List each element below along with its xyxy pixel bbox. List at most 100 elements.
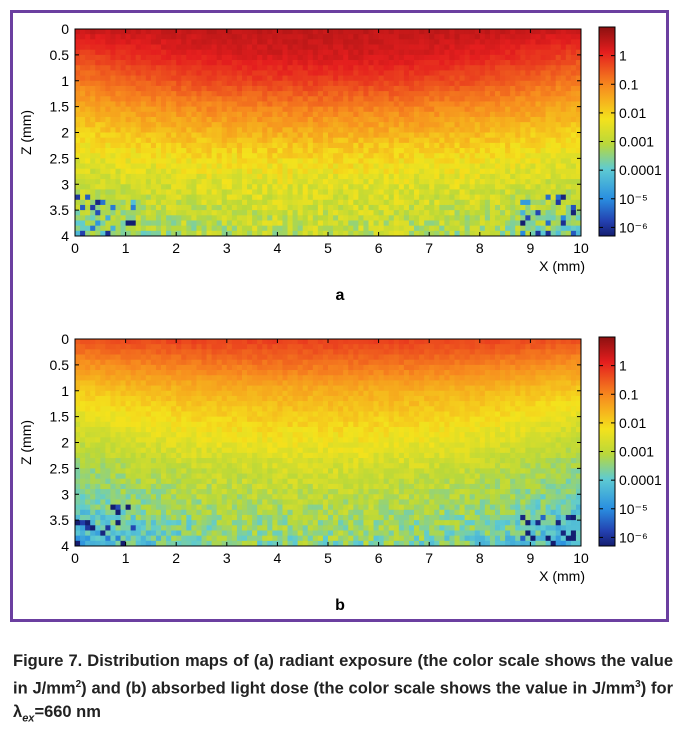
heatmap-cell xyxy=(328,91,334,97)
heatmap-cell xyxy=(328,39,334,45)
heatmap-cell xyxy=(469,230,476,237)
heatmap-cell xyxy=(201,194,207,201)
heatmap-cell xyxy=(166,34,172,40)
heatmap-cell xyxy=(90,385,96,392)
heatmap-cell xyxy=(297,142,304,149)
heatmap-cell xyxy=(449,49,455,56)
heatmap-cell xyxy=(520,344,526,350)
heatmap-cell xyxy=(75,85,81,92)
heatmap-cell xyxy=(398,349,405,355)
heatmap-cell xyxy=(520,194,526,201)
heatmap-cell xyxy=(353,34,359,40)
heatmap-cell xyxy=(570,189,577,195)
heatmap-cell xyxy=(317,215,324,221)
heatmap-cell xyxy=(125,60,132,66)
heatmap-cell xyxy=(383,101,390,108)
heatmap-cell xyxy=(383,370,390,376)
heatmap-cell xyxy=(383,91,390,97)
heatmap-cell xyxy=(393,364,400,371)
heatmap-cell xyxy=(363,49,369,56)
heatmap-cell xyxy=(530,85,536,92)
heatmap-cell xyxy=(510,194,516,201)
heatmap-cell xyxy=(85,210,91,216)
heatmap-cell xyxy=(555,158,562,164)
heatmap-cell xyxy=(530,111,536,118)
heatmap-cell xyxy=(211,215,218,221)
heatmap-cell xyxy=(358,189,364,195)
heatmap-cell xyxy=(414,344,420,350)
heatmap-cell xyxy=(171,215,177,221)
heatmap-cell xyxy=(494,137,501,144)
heatmap-cell xyxy=(105,137,111,144)
heatmap-cell xyxy=(236,29,243,35)
heatmap-cell xyxy=(434,101,440,108)
heatmap-cell xyxy=(226,80,233,87)
heatmap-cell xyxy=(403,142,410,149)
heatmap-cell xyxy=(110,349,116,355)
heatmap-cell xyxy=(403,189,410,195)
heatmap-cell xyxy=(145,230,152,237)
heatmap-cell xyxy=(575,354,582,361)
heatmap-cell xyxy=(494,122,501,128)
heatmap-cell xyxy=(338,75,344,82)
heatmap-cell xyxy=(484,173,491,180)
heatmap-cell xyxy=(257,153,263,159)
heatmap-cell xyxy=(186,122,192,128)
heatmap-cell xyxy=(90,39,96,45)
heatmap-cell xyxy=(90,194,96,201)
heatmap-cell xyxy=(150,106,157,113)
heatmap-cell xyxy=(469,70,476,76)
heatmap-cell xyxy=(535,44,541,51)
heatmap-cell xyxy=(317,230,324,237)
heatmap-cell xyxy=(221,210,228,216)
heatmap-cell xyxy=(489,101,496,108)
heatmap-cell xyxy=(403,80,410,87)
heatmap-cell xyxy=(454,215,460,221)
heatmap-cell xyxy=(130,137,137,144)
heatmap-cell xyxy=(95,179,101,185)
heatmap-cell xyxy=(383,54,390,61)
heatmap-cell xyxy=(439,225,445,232)
heatmap-cell xyxy=(333,344,339,350)
heatmap-cell xyxy=(408,354,415,361)
heatmap-cell xyxy=(545,91,552,97)
heatmap-cell xyxy=(110,80,116,87)
heatmap-cell xyxy=(555,54,562,61)
heatmap-cell xyxy=(489,204,496,211)
heatmap-cell xyxy=(479,179,486,185)
heatmap-cell xyxy=(277,106,283,113)
heatmap-cell xyxy=(408,49,415,56)
heatmap-cell xyxy=(120,127,126,133)
heatmap-cell xyxy=(241,29,248,35)
heatmap-cell xyxy=(277,230,283,237)
heatmap-cell xyxy=(120,375,126,381)
heatmap-cell xyxy=(474,70,481,76)
heatmap-cell xyxy=(302,158,309,164)
heatmap-cell xyxy=(479,85,486,92)
heatmap-cell xyxy=(383,230,390,237)
heatmap-cell xyxy=(338,230,344,237)
heatmap-cell xyxy=(287,70,293,76)
heatmap-cell xyxy=(100,225,106,232)
heatmap-cell xyxy=(201,96,207,102)
heatmap-cell xyxy=(328,230,334,237)
heatmap-cell xyxy=(85,359,91,366)
heatmap-cell xyxy=(459,70,466,76)
heatmap-cell xyxy=(403,111,410,118)
heatmap-cell xyxy=(398,230,405,237)
heatmap-cell xyxy=(550,132,557,139)
heatmap-cell xyxy=(575,29,582,35)
heatmap-cell xyxy=(85,364,91,371)
heatmap-cell xyxy=(328,80,334,87)
heatmap-cell xyxy=(510,199,516,206)
heatmap-cell xyxy=(530,91,536,97)
heatmap-cell xyxy=(80,225,86,232)
heatmap-cell xyxy=(252,101,258,108)
heatmap-cell xyxy=(434,132,440,139)
heatmap-cell xyxy=(378,375,385,381)
heatmap-cell xyxy=(80,106,86,113)
heatmap-cell xyxy=(85,101,91,108)
heatmap-cell xyxy=(231,225,238,232)
heatmap-cell xyxy=(494,75,501,82)
heatmap-cell xyxy=(333,354,339,361)
